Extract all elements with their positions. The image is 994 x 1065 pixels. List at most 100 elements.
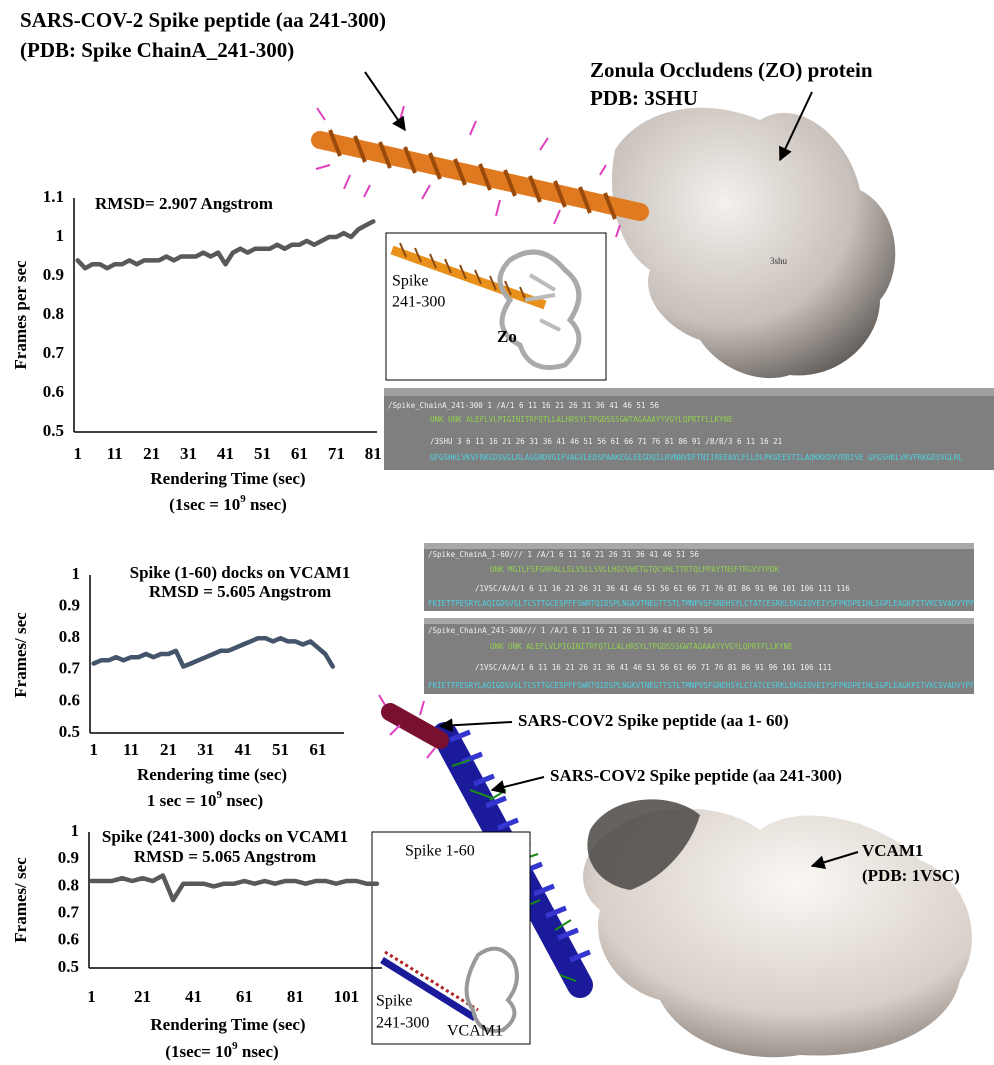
data-line	[75, 219, 376, 271]
y-tick-label: 0.9	[43, 265, 64, 284]
sequence-panel: /Spike_ChainA_241-300/// 1 /A/1 6 11 16 …	[424, 618, 975, 694]
x-tick-label: 61	[309, 740, 326, 759]
x-axis-note: 1 sec = 109 nsec)	[147, 789, 263, 810]
y-tick-label: 0.9	[59, 596, 80, 615]
note-exponent: 9	[240, 493, 246, 505]
data-line	[89, 873, 380, 903]
x-tick-label: 31	[197, 740, 214, 759]
y-tick-label: 0.8	[43, 304, 64, 323]
inset: Spike 241-300 Zo	[385, 232, 607, 381]
x-tick-label: 31	[180, 444, 197, 463]
y-tick-label: 0.5	[43, 421, 64, 440]
x-tick-label: 41	[185, 987, 202, 1006]
x-tick-label: 1	[87, 987, 96, 1006]
y-tick-label: 0.7	[58, 903, 80, 922]
vcam-dark-lobe	[587, 799, 700, 890]
x-tick-label: 61	[291, 444, 308, 463]
sequence-numbering: /Spike_ChainA_241-300 1 /A/1 6 11 16 21 …	[388, 401, 659, 410]
x-axis-label: Rendering time (sec)	[137, 765, 287, 784]
y-tick-label: 0.5	[58, 957, 79, 976]
x-axis-label: Rendering Time (sec)	[150, 469, 305, 488]
x-tick-label: 21	[134, 987, 151, 1006]
y-axis-label: Frames per sec	[11, 260, 30, 370]
x-tick-label: 71	[328, 444, 345, 463]
sequence: FKIETTPESRYLAQIGDSVSLTCSTTGCESPFFSWRTQID…	[428, 599, 975, 608]
sequence-numbering: /1VSC/A/A/1 6 11 16 21 26 31 36 41 46 51…	[475, 663, 832, 672]
inset-label: 241-300	[376, 1015, 429, 1032]
y-tick-label: 1.1	[43, 187, 64, 206]
chart-title: RMSD= 2.907 Angstrom	[95, 194, 273, 213]
protein-label: VCAM1	[862, 841, 923, 860]
inset-label: VCAM1	[447, 1023, 503, 1040]
x-tick-label: 101	[334, 987, 360, 1006]
y-tick-label: 0.8	[58, 875, 79, 894]
y-tick-label: 1	[71, 821, 80, 840]
note-text: (1sec= 10	[165, 1042, 232, 1061]
y-tick-label: 0.5	[59, 722, 80, 741]
x-tick-label: 41	[235, 740, 252, 759]
chart-title: Spike (1-60) docks on VCAM1	[130, 563, 351, 582]
data-line	[91, 635, 336, 669]
peptide-label: SARS-COV2 Spike peptide (aa 1- 60)	[518, 711, 789, 730]
note-exponent: 9	[232, 1040, 238, 1052]
sequence-panel: /Spike_ChainA_1-60/// 1 /A/1 6 11 16 21 …	[424, 543, 975, 611]
x-tick-label: 11	[107, 444, 123, 463]
y-tick-label: 0.6	[59, 690, 80, 709]
protein-label: PDB: 3SHU	[590, 86, 698, 110]
protein-label: Zonula Occludens (ZO) protein	[590, 58, 873, 82]
x-tick-label: 81	[365, 444, 382, 463]
arrow	[364, 71, 406, 132]
sequence-numbering: /1VSC/A/A/1 6 11 16 21 26 31 36 41 46 51…	[475, 584, 850, 593]
y-axis-label: Frames/ sec	[11, 857, 30, 943]
x-tick-label: 41	[217, 444, 234, 463]
y-tick-label: 0.7	[43, 343, 65, 362]
sequence-numbering: /3SHU 3 6 11 16 21 26 31 36 41 46 51 56 …	[430, 437, 782, 446]
x-tick-label: 61	[236, 987, 253, 1006]
inset: Spike 1-60 Spike 241-300 VCAM1	[371, 831, 531, 1045]
x-tick-label: 81	[287, 987, 304, 1006]
x-tick-label: 51	[254, 444, 271, 463]
x-axis-label: Rendering Time (sec)	[150, 1015, 305, 1034]
note-text: nsec)	[238, 1042, 279, 1061]
arrow	[490, 776, 545, 794]
x-tick-label: 1	[89, 740, 98, 759]
inset-label: 241-300	[392, 294, 445, 311]
inset-label: Spike 1-60	[405, 843, 475, 860]
sequence-numbering: /Spike_ChainA_1-60/// 1 /A/1 6 11 16 21 …	[428, 550, 699, 559]
chart-subtitle: RMSD = 5.605 Angstrom	[149, 582, 331, 601]
sequence-numbering: /Spike_ChainA_241-300/// 1 /A/1 6 11 16 …	[428, 626, 713, 635]
y-tick-label: 0.7	[59, 659, 81, 678]
x-tick-label: 11	[123, 740, 139, 759]
note-text: nsec)	[222, 791, 263, 810]
sequence: UNK UNK ALEFLVLPIGINITRFQTLLALHRSYLTPGDS…	[430, 415, 733, 424]
note-text: 1 sec = 10	[147, 791, 217, 810]
note-text: (1sec = 10	[169, 495, 240, 514]
x-tick-label: 1	[73, 444, 82, 463]
sequence: UNK MGILFSFGHPALLSLVSLLSVLLHGCVWETGTQCVH…	[490, 565, 779, 574]
peptide-label: SARS-COV2 Spike peptide (aa 241-300)	[550, 766, 842, 785]
y-tick-label: 0.9	[58, 848, 79, 867]
arrow	[438, 718, 513, 733]
protein-label: (PDB: 1VSC)	[862, 866, 960, 885]
sequence: FKIETTPESRYLAQIGDSVSLTCSTTGCESPFFSWRTQID…	[428, 681, 975, 690]
note-exponent: 9	[217, 789, 223, 801]
spike-helix-orange	[311, 105, 649, 238]
inset-label: Spike	[376, 993, 412, 1010]
chart-title: Spike (241-300) docks on VCAM1	[102, 827, 348, 846]
chart-subtitle: RMSD = 5.065 Angstrom	[134, 847, 316, 866]
arrow	[810, 851, 859, 870]
inset-label: Zo	[497, 327, 517, 346]
y-axis-label: Frames/ sec	[11, 612, 30, 698]
y-tick-label: 1	[72, 564, 81, 583]
y-tick-label: 0.8	[59, 627, 80, 646]
inset-label: Spike	[392, 273, 428, 290]
zo-surface	[611, 107, 896, 379]
model-label: 3shu	[770, 256, 788, 266]
x-axis-note: (1sec= 109 nsec)	[165, 1040, 278, 1061]
x-tick-label: 21	[143, 444, 160, 463]
y-tick-label: 0.6	[58, 930, 79, 949]
arrow	[779, 91, 813, 162]
y-tick-label: 0.6	[43, 382, 64, 401]
note-text: nsec)	[246, 495, 287, 514]
